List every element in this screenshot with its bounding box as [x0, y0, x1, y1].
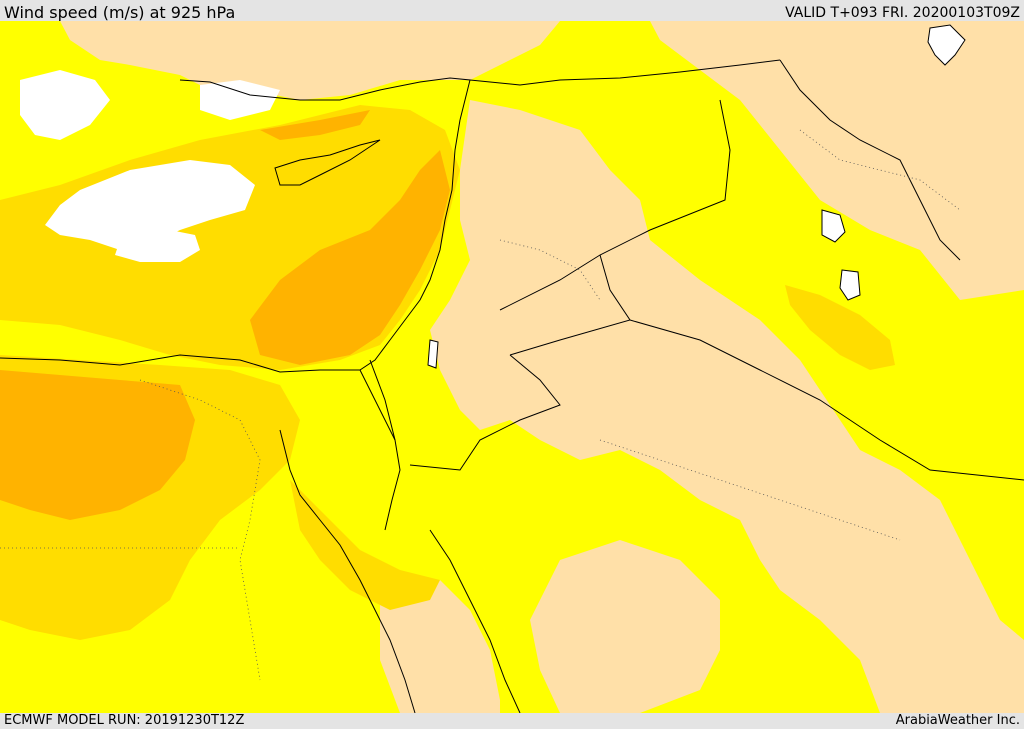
coast-arabia-west [429, 529, 521, 713]
lake-habbaniyah [839, 269, 861, 301]
coast-cyprus [274, 139, 381, 186]
coast-egypt-north [0, 354, 360, 373]
credit-label: ArabiaWeather Inc. [895, 713, 1020, 728]
region-calm-aegean [200, 80, 280, 120]
region-strong-levant [250, 150, 450, 365]
model-run-label: ECMWF MODEL RUN: 20191230T12Z [4, 713, 245, 728]
region-calm-greece [20, 70, 110, 140]
wind-speed-map-svg [0, 21, 1024, 713]
region-light-central [430, 100, 1024, 713]
border-syria-iraq [499, 99, 731, 311]
footer-bar: ECMWF MODEL RUN: 20191230T12Z ArabiaWeat… [0, 713, 1024, 729]
map-title: Wind speed (m/s) at 925 hPa [4, 3, 236, 22]
region-fresh-redsea [290, 480, 440, 610]
lake-van [927, 24, 966, 66]
region-light-south [380, 580, 500, 713]
region-light-turkey [60, 21, 560, 100]
admin-lines [0, 129, 961, 681]
coast-levant [359, 119, 461, 371]
coast-aqaba [369, 359, 401, 531]
borders [359, 59, 1024, 481]
region-light-northeast [650, 21, 1024, 300]
region-calm-west [45, 160, 255, 250]
border-egypt-israel [359, 369, 396, 441]
lake-tharthar [821, 209, 846, 243]
coast-sinai [279, 429, 416, 713]
wind-map [0, 21, 1024, 713]
region-fresh-iraq [785, 285, 895, 370]
region-strong-egypt [0, 370, 195, 520]
coast-turkey-south [179, 77, 471, 121]
admin-line-5 [499, 239, 601, 301]
region-calm-southwest [115, 228, 200, 262]
valid-time: VALID T+093 FRI. 20200103T09Z [785, 5, 1020, 21]
dead-sea [427, 339, 439, 369]
border-iraq-iran [779, 59, 961, 261]
border-turkey-syria [469, 59, 781, 86]
header-bar: Wind speed (m/s) at 925 hPa VALID T+093 … [0, 0, 1024, 22]
region-light-southeast [530, 540, 720, 713]
region-strong-aegean [260, 110, 370, 140]
admin-line-2 [599, 439, 901, 541]
border-jordan-saudi [409, 354, 561, 471]
coastlines [0, 77, 521, 713]
border-iraq-saudi [629, 319, 1024, 481]
